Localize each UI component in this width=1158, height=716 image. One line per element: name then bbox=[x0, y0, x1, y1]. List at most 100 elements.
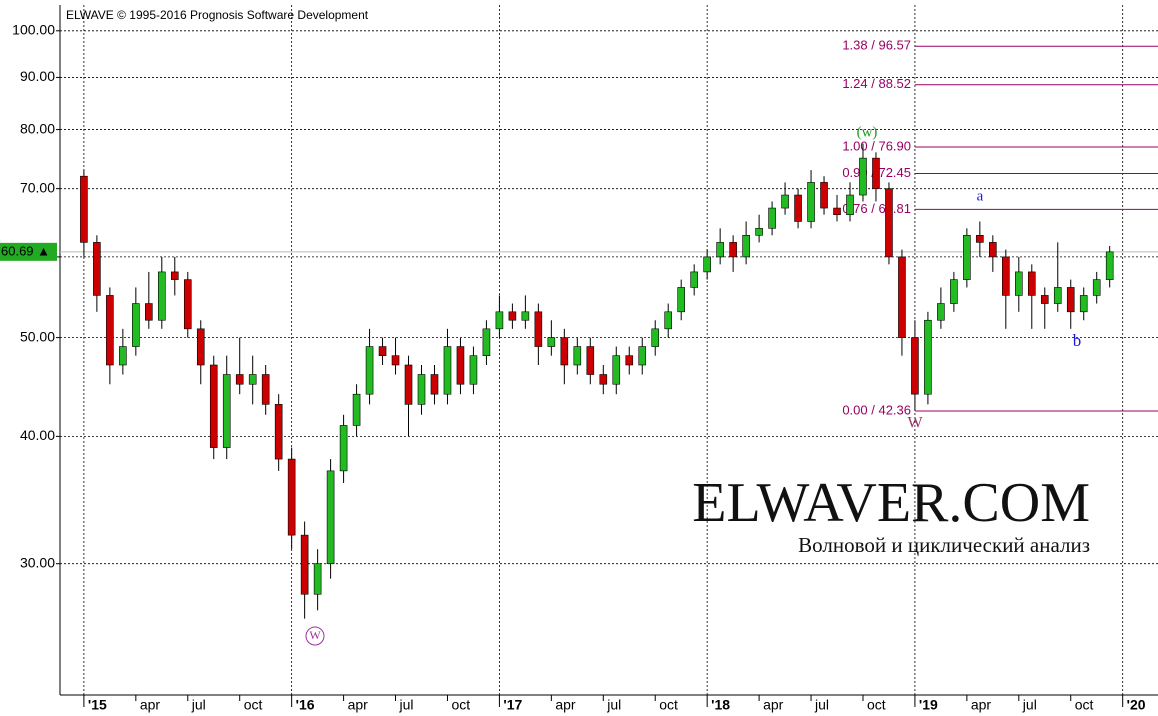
candle-body bbox=[976, 235, 984, 243]
watermark: ELWAVER.COM bbox=[692, 472, 1090, 534]
candle-body bbox=[106, 295, 114, 366]
wave-label: (w) bbox=[857, 124, 878, 140]
fib-label: 0.76 / 66.81 bbox=[842, 201, 911, 216]
candle-body bbox=[158, 271, 166, 321]
candle-body bbox=[430, 374, 439, 395]
wave-label: b bbox=[1073, 331, 1082, 350]
y-tick-label: 70.00 bbox=[20, 179, 55, 195]
candle-body bbox=[820, 182, 828, 209]
x-tick-label: oct bbox=[1075, 697, 1094, 713]
candle-body bbox=[534, 311, 543, 347]
candle-body bbox=[547, 337, 556, 347]
candle-body bbox=[274, 404, 283, 460]
x-tick-label: '16 bbox=[296, 697, 315, 713]
candle-body bbox=[950, 279, 958, 304]
candle-body bbox=[664, 311, 673, 330]
candle-body bbox=[456, 346, 465, 385]
fib-label: 1.38 / 96.57 bbox=[842, 38, 911, 53]
candle-body bbox=[846, 194, 854, 216]
candle-body bbox=[924, 319, 932, 395]
candle-body bbox=[508, 311, 517, 321]
candle-body bbox=[911, 337, 919, 395]
wave-label: a bbox=[977, 188, 984, 204]
fib-label: 0.00 / 42.36 bbox=[842, 402, 911, 417]
candle-body bbox=[495, 311, 504, 330]
chart-title: ELWAVE © 1995-2016 Prognosis Software De… bbox=[66, 8, 369, 22]
wave-label: W bbox=[309, 628, 321, 642]
x-tick-label: apr bbox=[348, 697, 369, 713]
candle-body bbox=[209, 364, 218, 448]
watermark-subtitle: Волновой и циклический анализ bbox=[798, 533, 1090, 557]
candle-body bbox=[638, 346, 647, 366]
x-tick-label: '20 bbox=[1127, 697, 1146, 713]
candle-body bbox=[261, 374, 270, 405]
candle-body bbox=[404, 364, 413, 405]
candle-body bbox=[963, 235, 971, 280]
candle-body bbox=[443, 346, 452, 395]
fib-label: 1.00 / 76.90 bbox=[842, 138, 911, 153]
candle-body bbox=[1002, 256, 1010, 296]
x-tick-label: '15 bbox=[88, 697, 107, 713]
candle-body bbox=[365, 346, 374, 395]
x-tick-label: '18 bbox=[711, 697, 730, 713]
candle-body bbox=[560, 337, 569, 366]
x-tick-label: apr bbox=[763, 697, 784, 713]
candle-body bbox=[313, 563, 322, 595]
x-tick-label: '19 bbox=[919, 697, 938, 713]
price-tag-box bbox=[0, 242, 57, 261]
candle-body bbox=[677, 287, 685, 313]
candle-body bbox=[729, 242, 737, 258]
candle-body bbox=[287, 458, 296, 536]
candle-body bbox=[1066, 287, 1075, 313]
candle-body bbox=[80, 175, 88, 243]
candle-body bbox=[768, 207, 776, 229]
candle-body bbox=[690, 271, 698, 288]
candle-body bbox=[132, 303, 140, 347]
candle-body bbox=[1105, 251, 1114, 280]
candle-body bbox=[248, 374, 257, 385]
candle-body bbox=[93, 242, 101, 296]
x-tick-label: jul bbox=[814, 697, 829, 713]
price-tag-label: 60.69 ▲ bbox=[1, 243, 50, 258]
candle-body bbox=[781, 194, 789, 209]
candle-body bbox=[521, 311, 530, 321]
y-tick-label: 90.00 bbox=[20, 68, 55, 84]
y-tick-label: 40.00 bbox=[20, 427, 55, 443]
candle-body bbox=[716, 242, 724, 258]
candle-body bbox=[989, 242, 997, 258]
candle-body bbox=[859, 157, 867, 196]
candle-body bbox=[612, 355, 621, 385]
candle-body bbox=[1092, 279, 1101, 296]
candle-body bbox=[794, 194, 802, 222]
candle-body bbox=[300, 534, 309, 595]
candle-body bbox=[1015, 271, 1023, 296]
candle-body bbox=[326, 470, 335, 565]
x-tick-label: apr bbox=[555, 697, 576, 713]
candle-body bbox=[898, 256, 906, 338]
candle-body bbox=[145, 303, 153, 321]
candle-body bbox=[183, 279, 192, 330]
candle-body bbox=[1079, 295, 1088, 313]
candle-body bbox=[196, 328, 205, 366]
candle-body bbox=[391, 355, 400, 366]
candle-body bbox=[222, 374, 231, 448]
y-tick-label: 80.00 bbox=[20, 120, 55, 136]
candle-body bbox=[469, 355, 478, 385]
x-tick-label: jul bbox=[399, 697, 414, 713]
candle-body bbox=[235, 374, 244, 385]
y-tick-label: 50.00 bbox=[20, 328, 55, 344]
candle-body bbox=[755, 228, 763, 236]
candle-body bbox=[482, 328, 491, 356]
candle-body bbox=[586, 346, 595, 375]
x-tick-label: oct bbox=[244, 697, 263, 713]
wave-circle bbox=[305, 626, 325, 646]
x-tick-label: oct bbox=[659, 697, 678, 713]
candle-body bbox=[170, 271, 179, 280]
candle-body bbox=[119, 346, 127, 366]
candle-body bbox=[625, 355, 634, 366]
candle-body bbox=[339, 425, 348, 472]
candle-body bbox=[1027, 271, 1036, 296]
candle-body bbox=[872, 157, 880, 189]
